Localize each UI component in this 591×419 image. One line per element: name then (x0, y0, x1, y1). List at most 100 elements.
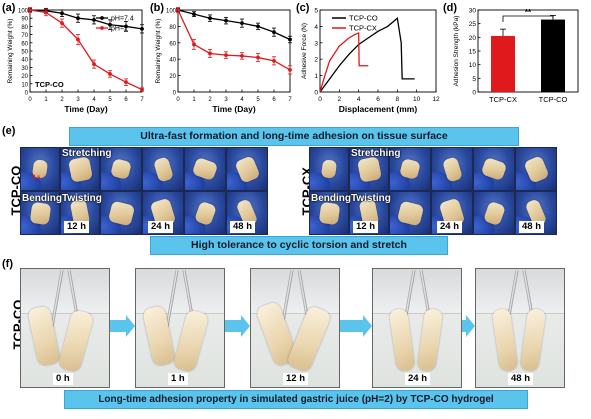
beaker-time-label: 24 h (405, 373, 431, 385)
data-point (272, 58, 276, 63)
hydrogel-sample (67, 155, 93, 183)
y-tick-label: 4 (314, 24, 318, 31)
y-tick-label: 100 (166, 9, 177, 15)
series-line-pH=7.4 (29, 9, 143, 30)
beaker-0h: 0 h (20, 268, 110, 388)
data-point (256, 24, 260, 29)
y-tick-label: 25 (469, 21, 477, 28)
x-tick-label: 3 (224, 97, 228, 103)
y-tick-label: 3 (314, 40, 318, 47)
beaker-48h: 48 h (475, 268, 565, 388)
legend-marker (100, 16, 104, 20)
y-axis-label: Adhesion Strength (kPa) (453, 16, 460, 87)
tissue-photo (60, 147, 100, 191)
data-point (288, 67, 292, 72)
x-tick-label: 7 (288, 97, 292, 103)
x-tick-label: 0 (28, 97, 32, 103)
time-label-24h: 24 h (437, 221, 463, 233)
series-line-pH=2 (29, 9, 143, 91)
data-point (272, 30, 276, 35)
y-tick-label: 60 (169, 41, 176, 47)
panel-letter-a: (a) (2, 2, 16, 14)
y-tick-label: 40 (169, 58, 176, 64)
banner-cyclic-torsion: High tolerance to cyclic torsion and str… (150, 236, 448, 255)
data-point (288, 37, 292, 42)
time-arrow (110, 320, 126, 332)
data-point (208, 51, 212, 56)
tissue-photo (349, 147, 389, 191)
data-point (256, 55, 260, 60)
beaker-time-label: 48 h (508, 373, 534, 385)
panel-letter-f: (f) (2, 258, 13, 270)
bar-TCP-CX (491, 35, 515, 92)
time-arrow-head (241, 315, 250, 337)
y-tick-label: 80 (21, 25, 28, 31)
data-point (76, 37, 80, 42)
tissue-photo (100, 147, 142, 191)
x-tick-label: 2 (338, 96, 342, 103)
panel-letter-b: (b) (150, 2, 165, 14)
x-tick-label: 3 (76, 97, 80, 103)
data-point (60, 21, 64, 26)
y-axis-label: Remaining Weight (%) (155, 19, 162, 84)
time-label-48h: 48 h (230, 221, 256, 233)
data-point (76, 16, 80, 21)
data-point (240, 21, 244, 26)
x-tick-label: 1 (192, 97, 196, 103)
chart-b-degradation: 0 20 40 60 80 100 0 1 2 3 4 5 6 7 Time (Day) Remaining … (155, 7, 292, 114)
time-label-12h: 12 h (64, 221, 90, 233)
hydrogel-sample (318, 201, 340, 225)
x-tick-label: 0 (318, 96, 322, 103)
beaker-24h: 24 h (372, 268, 462, 388)
tissue-photo (184, 191, 226, 235)
series-line-0 (177, 9, 291, 41)
data-point (124, 24, 128, 29)
tissue-photo (515, 147, 557, 191)
bar-TCP-CO (541, 19, 565, 92)
y-tick-label: 10 (469, 62, 477, 69)
tissue-photo (473, 147, 515, 191)
x-tick-label: 6 (376, 96, 380, 103)
beaker-1h: 1 h (135, 268, 225, 388)
time-arrow (462, 320, 466, 332)
hydrogel-sample (356, 155, 382, 183)
x-tick-label: 6 (124, 97, 128, 103)
data-point (92, 62, 96, 67)
y-tick-label: 10 (21, 82, 28, 88)
y-axis-label: Remaining Weight (%) (7, 19, 14, 84)
time-arrow (225, 320, 241, 332)
data-point (108, 22, 112, 27)
legend-label-TCP-CX: TCP-CX (349, 24, 377, 33)
tissue-photo (100, 191, 142, 235)
data-point (60, 11, 64, 16)
legend-label-pH=2: pH=2 (111, 26, 128, 33)
chart-a-degradation-tcpco: 0 10 20 30 40 50 60 70 80 90 100 0 1 2 3 4 5 6 7 Time (Day)… (7, 7, 144, 114)
tissue-photo (389, 191, 431, 235)
panel-letter-d: (d) (443, 2, 458, 14)
data-point (208, 16, 212, 21)
annotation-tcp-co: TCP-CO (35, 80, 64, 89)
y-tick-label: 2 (314, 57, 318, 64)
y-tick-label: 0 (25, 91, 29, 97)
data-point (192, 42, 196, 47)
stretching-label: Stretching (62, 148, 112, 159)
x-tick-label: 2 (208, 97, 212, 103)
banner-gastric-juice: Long-time adhesion property in simulated… (64, 390, 528, 409)
data-point (44, 10, 48, 15)
x-tick-label: 4 (240, 97, 244, 103)
panel-letter-c: (c) (296, 2, 310, 14)
plot-frame (319, 9, 437, 93)
y-tick-label: 20 (21, 74, 28, 80)
x-axis-label: Displacement (mm) (339, 104, 418, 114)
chart-d-adhesion-strength: 0 5 10 15 20 25 30 Adhesion Strength (kPa) TCP-C… (453, 8, 579, 104)
tissue-photo (389, 147, 431, 191)
bending-label: Bending (311, 193, 351, 204)
y-tick-label: 30 (469, 8, 477, 15)
time-arrow-head (126, 315, 135, 337)
series-line-TCP-CX (319, 31, 369, 93)
tissue-photo (473, 191, 515, 235)
data-point (224, 18, 228, 23)
x-tick-label: 8 (396, 96, 400, 103)
y-tick-label: 5 (314, 8, 318, 15)
x-axis-label: Time (Day) (64, 104, 107, 114)
